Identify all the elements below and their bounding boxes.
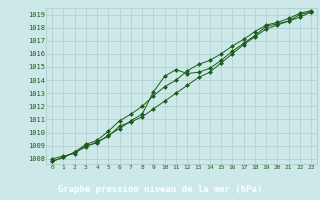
Text: Graphe pression niveau de la mer (hPa): Graphe pression niveau de la mer (hPa) <box>58 185 262 194</box>
